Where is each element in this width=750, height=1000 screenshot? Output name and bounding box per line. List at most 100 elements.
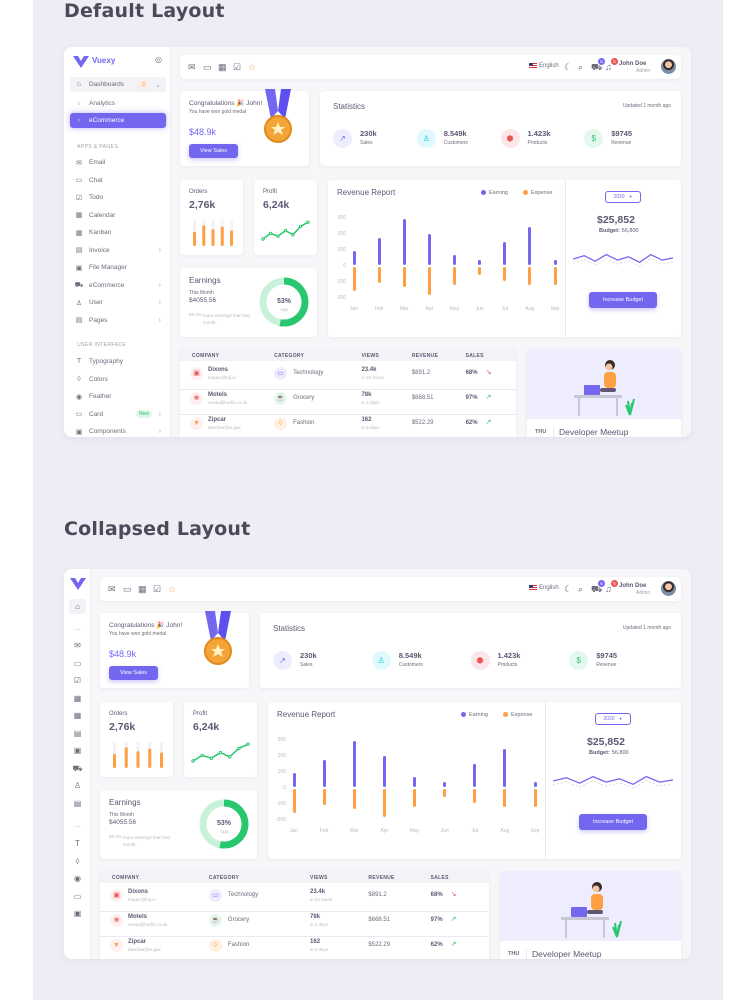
a-nav-pages[interactable]: ▤ Pages › [70, 313, 166, 328]
b-type-icon[interactable]: T [75, 839, 80, 848]
b-table-row[interactable]: ❀ Motels vecav@hodzi.co.uk ☕ Grocery 78k in 2 … [100, 911, 489, 936]
a-table-row[interactable]: ▼ Zipcar davcilse@is.gov ◊ Fashion 162 in 5 da… [180, 414, 516, 437]
a-y-tick: 300 [337, 215, 346, 221]
b-calendar-icon[interactable]: ▦ [73, 693, 82, 703]
b-check-square-icon[interactable]: ☑ [73, 676, 82, 685]
a-mail-shortcut-icon[interactable]: ✉ [188, 62, 196, 72]
b-category-label: Technology [227, 892, 259, 898]
a-nav-kanban[interactable]: ▦ Kanban [70, 225, 166, 240]
a-chat-shortcut-icon[interactable]: ▭ [203, 62, 212, 72]
b-earning-bar [382, 756, 386, 787]
a-cart-icon[interactable]: ⛟ [591, 62, 603, 72]
a-nav-chat[interactable]: ▭ Chat [70, 173, 166, 188]
b-user-name[interactable]: John Doe [619, 583, 647, 589]
a-earning-bar [352, 250, 356, 265]
b-earnings-amount: $4055.56 [109, 819, 137, 826]
a-nav-ecommerce[interactable]: ⛟ eCommerce › [70, 278, 166, 293]
b-calendar-shortcut-icon[interactable]: ▦ [138, 584, 147, 594]
a-developer-meetup-card: THU24Developer Meetup [527, 349, 681, 437]
a-user-name[interactable]: John Doe [619, 61, 647, 67]
a-nav-ecommerce[interactable]: ○ eCommerce [70, 113, 166, 128]
b-language-selector[interactable]: English [529, 585, 559, 591]
a-table-header-bg [180, 349, 516, 361]
a-budget-label: Budget: [599, 228, 620, 234]
b-star-icon[interactable]: ☆ [168, 584, 177, 594]
a-check-square-shortcut-icon[interactable]: ☑ [233, 62, 242, 72]
a-calendar-shortcut-icon[interactable]: ▦ [218, 62, 227, 72]
b-company-name: Dixons [128, 889, 149, 895]
b-earning-bar [473, 764, 477, 787]
a-view-sales-button[interactable]: View Sales [189, 144, 238, 158]
a-pin-icon[interactable]: ◎ [155, 55, 162, 64]
a-views-value: 23.4k [361, 367, 377, 373]
b-table-row[interactable]: ▣ Dixons meguc@ruj.io ▭ Technology 23.4k in 24… [100, 886, 489, 911]
a-nav-card[interactable]: ▭ Card New › [70, 407, 166, 422]
b-dollar-icon: $ [569, 651, 589, 670]
b-home-icon[interactable]: ⌂ [69, 599, 86, 614]
b-file-text-icon[interactable]: ▤ [73, 798, 82, 808]
b-grid-icon[interactable]: ▦ [73, 711, 82, 720]
a-chat-icon: ▭ [75, 177, 83, 184]
b-cart-icon[interactable]: ⛟ [72, 763, 83, 773]
a-nav-colors[interactable]: ◊ Colors [70, 372, 166, 387]
b-cart-icon[interactable]: ⛟ [591, 584, 603, 594]
b-increase-budget-button[interactable]: Increase Budget [579, 814, 647, 830]
b-orders-value: 2,76k [109, 721, 136, 733]
b-earning-bar [503, 748, 507, 787]
a-expense-bar [553, 267, 557, 285]
b-user-icon[interactable]: ♙ [73, 781, 82, 790]
a-nav-feather[interactable]: ◉ Feather [70, 389, 166, 404]
b-earnings-note-strong: 68.2% [109, 834, 122, 839]
b-search-icon[interactable]: ⌕ [578, 584, 584, 594]
a-views-value: 78k [361, 392, 372, 398]
a-trending-up-icon: ↗ [485, 419, 492, 426]
a-nav-todo[interactable]: ☑ Todo [70, 190, 166, 205]
a-nav-email[interactable]: ✉ Email [70, 155, 166, 170]
a-search-icon[interactable]: ⌕ [578, 62, 584, 72]
a-earnings-slice [259, 277, 285, 327]
a-trending-down-icon: ↘ [485, 369, 492, 376]
a-nav-typography[interactable]: T Typography [70, 354, 166, 369]
a-earning-bar [503, 242, 507, 265]
b-person-body [590, 894, 603, 910]
a-nav-user[interactable]: ♙ User › [70, 295, 166, 310]
a-earnings-note-strong: 68.2% [189, 312, 202, 317]
a-nav-invoice[interactable]: ▤ Invoice › [70, 243, 166, 258]
a-bell-icon[interactable]: ♫ [605, 62, 612, 72]
a-nav-calendar[interactable]: ▦ Calendar [70, 208, 166, 223]
a-nav-analytics[interactable]: ○ Analytics [70, 96, 166, 111]
b-moon-icon[interactable]: ☾ [564, 584, 573, 594]
b-credit-card-icon[interactable]: ▭ [73, 891, 82, 901]
b-check-square-shortcut-icon[interactable]: ☑ [153, 584, 162, 594]
a-revenue-report-card: Revenue Report Earning Expense 300 200 100 0 -1… [328, 180, 681, 337]
b-chat-shortcut-icon[interactable]: ▭ [123, 584, 132, 594]
a-brand-name[interactable]: Vuexy [92, 56, 116, 65]
a-star-icon[interactable]: ☆ [248, 62, 257, 72]
a-table-row[interactable]: ❀ Motels vecav@hodzi.co.uk ☕ Grocery 78k in 2 … [180, 389, 516, 414]
b-view-sales-button[interactable]: View Sales [109, 666, 158, 680]
b-eye-icon[interactable]: ◉ [74, 874, 81, 883]
a-nav-file-manager[interactable]: ▣ File Manager [70, 260, 166, 275]
a-increase-budget-button[interactable]: Increase Budget [589, 292, 657, 308]
b-file-icon[interactable]: ▤ [73, 728, 82, 738]
a-table-row[interactable]: ▣ Dixons meguc@ruj.io ▭ Technology 23.4k in 24… [180, 364, 516, 389]
b-mail-shortcut-icon[interactable]: ✉ [108, 584, 116, 594]
b-bell-icon[interactable]: ♫ [605, 584, 612, 594]
b-mail-icon[interactable]: ✉ [74, 641, 81, 650]
b-droplet-icon[interactable]: ◊ [75, 856, 80, 866]
b-year-dropdown[interactable]: 2020 ▼ [595, 713, 631, 725]
b-desk-leg [564, 920, 567, 938]
a-nav-components[interactable]: ▣ Components › [70, 424, 166, 437]
a-moon-icon[interactable]: ☾ [564, 62, 573, 72]
a-profit-label: Profit [263, 189, 278, 195]
a-nav-dashboards[interactable]: ⌂ Dashboards 2 ⌄ [70, 77, 166, 92]
a-user-avatar[interactable] [661, 59, 676, 74]
b-chat-icon[interactable]: ▭ [73, 658, 82, 668]
a-year-dropdown[interactable]: 2020 ▼ [605, 191, 641, 203]
b-table-row[interactable]: ▼ Zipcar davcilse@is.gov ◊ Fashion 162 in 5 da… [100, 936, 489, 959]
b-us-flag-icon [529, 585, 537, 590]
b-briefcase-icon[interactable]: ▣ [73, 909, 82, 918]
a-language-selector[interactable]: English [529, 63, 559, 69]
b-save-icon[interactable]: ▣ [73, 746, 82, 755]
b-user-avatar[interactable] [661, 581, 676, 596]
